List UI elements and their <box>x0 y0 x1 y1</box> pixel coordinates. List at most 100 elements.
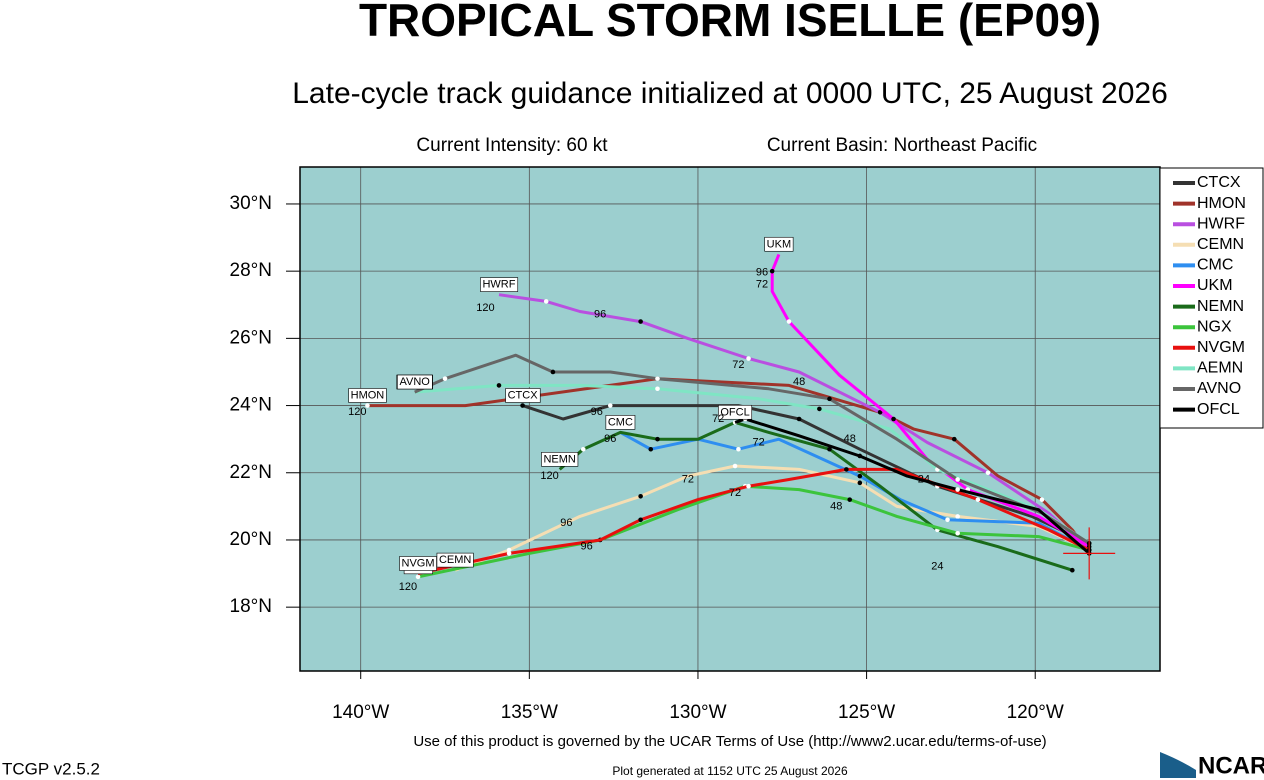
track-point <box>732 463 738 469</box>
model-tag: CEMN <box>436 552 474 568</box>
model-tag: CMC <box>605 415 636 430</box>
forecast-hour: 96 <box>594 309 606 321</box>
logo: NCAR <box>1198 752 1264 779</box>
model-tag: NEMN <box>541 452 579 467</box>
track-point <box>955 477 960 482</box>
model-tag: NVGM <box>399 556 437 571</box>
forecast-hour: 120 <box>399 581 417 593</box>
model-tag: OFCL <box>718 404 753 420</box>
forecast-hour: 96 <box>756 267 768 279</box>
model-tag-box <box>605 415 636 430</box>
forecast-hour: 120 <box>348 406 366 418</box>
track-point <box>607 403 613 408</box>
legend-label: NEMN <box>1197 298 1244 315</box>
track <box>619 431 1090 552</box>
forecast-hour: 72 <box>753 436 765 448</box>
intensity: Current Intensity: 60 kt <box>416 135 608 156</box>
forecast-hour: 120 <box>476 302 494 314</box>
track-point <box>891 416 896 422</box>
track-point <box>955 514 960 519</box>
terms: Use of this product is governed by the U… <box>413 733 1046 750</box>
track-point <box>543 299 549 304</box>
legend-label: CTCX <box>1197 174 1241 191</box>
track-point <box>945 517 950 523</box>
track <box>414 383 1091 545</box>
model-tag: UKM <box>764 236 794 252</box>
track-point <box>415 574 421 580</box>
generated: Plot generated at 1152 UTC 25 August 202… <box>612 764 848 778</box>
forecast-hour: 96 <box>591 406 603 418</box>
track <box>367 377 1091 555</box>
legend-label: HWRF <box>1197 215 1245 232</box>
legend-label: NGX <box>1197 318 1232 335</box>
legend-label: AVNO <box>1197 380 1241 397</box>
track-point <box>520 403 525 408</box>
model-tag: AVNO <box>397 374 433 390</box>
y-tick-label: 20°N <box>230 529 272 550</box>
track-point <box>857 453 863 459</box>
track-point <box>442 376 448 381</box>
y-tick-label: 22°N <box>230 462 272 483</box>
forecast-hour: 96 <box>560 517 572 529</box>
track-point <box>955 530 960 536</box>
track-point <box>746 356 751 361</box>
track-point <box>769 268 775 274</box>
model-tag-box <box>480 277 519 292</box>
track-point <box>847 497 853 502</box>
track-point <box>736 446 741 452</box>
track-point <box>1070 567 1075 573</box>
track-point <box>786 319 792 324</box>
model-tag-label: OFCL <box>720 406 749 418</box>
model-tag-box <box>718 404 753 420</box>
model-tag-box <box>541 452 579 467</box>
track-point <box>951 436 957 442</box>
track-point <box>550 369 556 375</box>
model-tag: HWRF <box>480 277 519 292</box>
forecast-hour: 48 <box>830 500 842 512</box>
forecast-hour: 72 <box>756 279 768 291</box>
track-point <box>857 473 863 479</box>
forecast-hour: 48 <box>844 433 856 445</box>
legend-label: AEMN <box>1197 360 1243 377</box>
model-tag: HMON <box>348 388 387 403</box>
version: TCGP v2.5.2 <box>2 759 100 778</box>
track-point <box>655 376 660 381</box>
model-tag-box <box>764 236 794 252</box>
legend-label: NVGM <box>1197 339 1245 356</box>
track-point <box>985 470 991 476</box>
forecast-hour: 120 <box>540 470 558 482</box>
map-layer: CTCXHMONHWRFCEMNCMCUKMNEMNNGXNVGMAEMNAVN… <box>300 167 1160 671</box>
subtitle: Late-cycle track guidance initialized at… <box>292 77 1168 110</box>
track-point <box>648 446 654 452</box>
forecast-hour: 96 <box>604 433 616 445</box>
track <box>558 420 1073 572</box>
track-point <box>827 446 832 452</box>
y-tick-label: 18°N <box>230 596 272 617</box>
track <box>498 293 1091 552</box>
y-tick-label: 30°N <box>230 193 272 214</box>
model-tag-box <box>397 374 433 390</box>
track-point <box>638 493 643 499</box>
model-tag-label: HMON <box>351 389 385 401</box>
model-tag-label: NEMN <box>543 453 575 465</box>
legend-label: UKM <box>1197 277 1233 294</box>
track-point <box>506 551 512 556</box>
track <box>454 464 1090 572</box>
track <box>770 253 1090 548</box>
track-point <box>580 446 586 452</box>
track-point <box>796 416 802 422</box>
track-point <box>975 497 981 502</box>
model-tag-box <box>348 388 387 403</box>
model-tag-label: NVGM <box>402 557 435 569</box>
model-tag-label: AVNO <box>399 376 430 388</box>
track-point <box>638 517 643 523</box>
track-point <box>877 409 883 415</box>
y-tick-label: 28°N <box>230 260 272 281</box>
forecast-hour: 72 <box>729 487 741 499</box>
legend-label: HMON <box>1197 195 1246 212</box>
track-point <box>506 547 512 553</box>
title: TROPICAL STORM ISELLE (EP09) <box>359 0 1101 46</box>
model-tag-label: CMC <box>608 416 633 428</box>
model-tag: CTCX <box>505 388 541 403</box>
